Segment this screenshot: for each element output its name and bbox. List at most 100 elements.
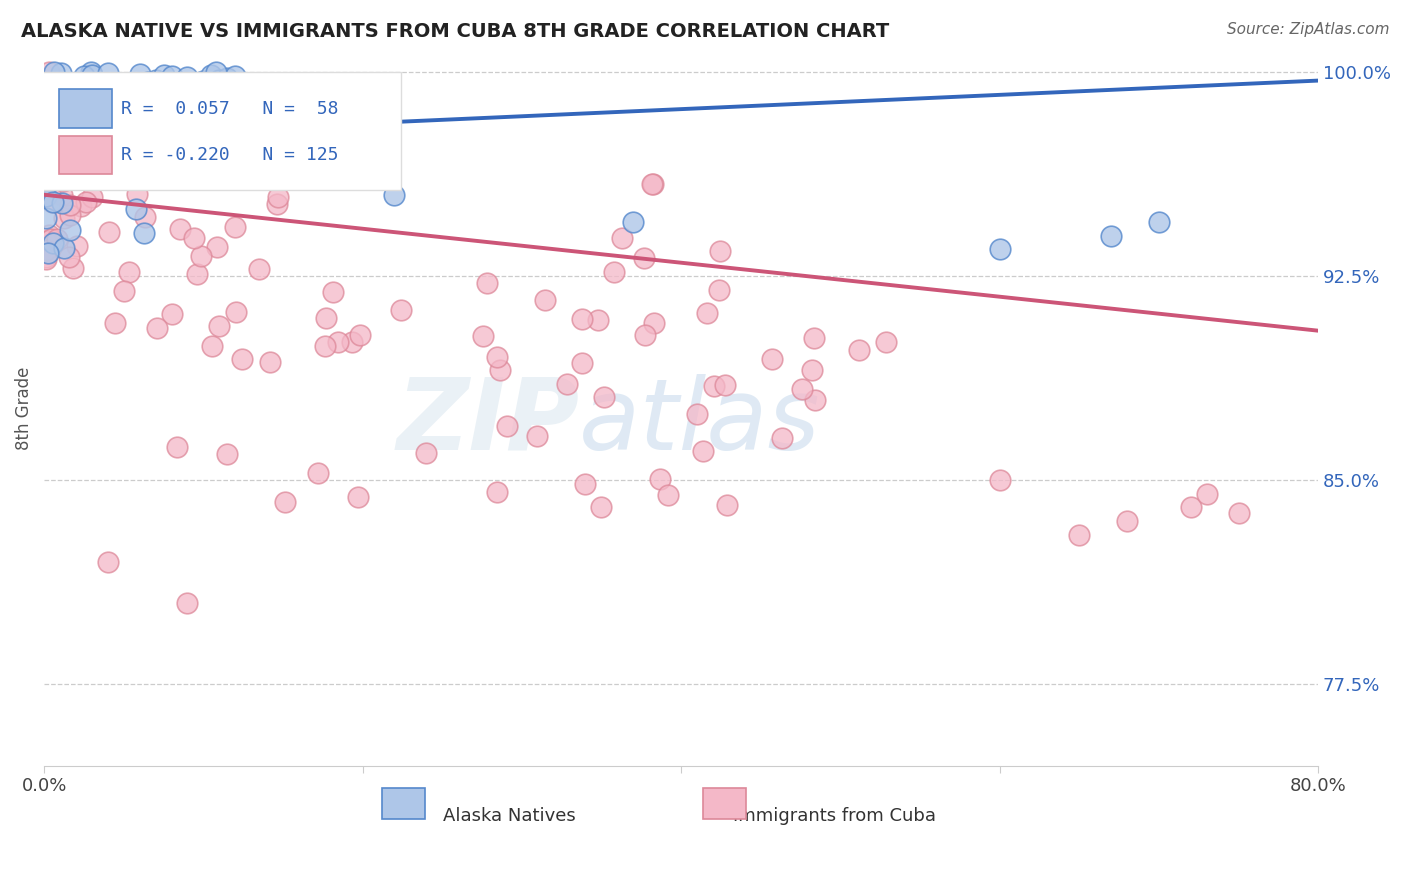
Point xyxy=(696,306,718,320)
Point xyxy=(1195,487,1218,501)
Point xyxy=(66,134,89,148)
Point xyxy=(76,81,98,95)
Point xyxy=(267,190,290,204)
Point xyxy=(41,194,63,209)
Point xyxy=(101,170,124,185)
Point xyxy=(35,235,58,249)
Point xyxy=(55,161,77,176)
Point xyxy=(800,363,823,377)
Point xyxy=(112,78,135,93)
Point xyxy=(231,351,253,366)
Point xyxy=(389,303,412,318)
Point xyxy=(111,130,134,145)
Point xyxy=(471,328,494,343)
Point xyxy=(35,243,58,257)
Point xyxy=(988,242,1011,256)
Text: atlas: atlas xyxy=(579,374,821,471)
Point xyxy=(146,320,169,334)
Point xyxy=(225,305,247,319)
Point xyxy=(193,122,215,136)
Point xyxy=(322,285,344,299)
Point xyxy=(35,177,58,191)
Point xyxy=(59,222,82,236)
Point xyxy=(208,73,231,87)
Point xyxy=(496,418,519,433)
Point xyxy=(66,238,89,252)
Point xyxy=(1099,228,1122,243)
Point xyxy=(207,240,229,254)
Point xyxy=(692,443,714,458)
Point xyxy=(571,356,593,370)
Point xyxy=(848,343,870,357)
Point xyxy=(1180,500,1202,515)
Point xyxy=(612,231,634,245)
Point xyxy=(112,284,135,298)
Point xyxy=(59,208,82,222)
Point xyxy=(557,377,579,392)
Point xyxy=(35,100,58,114)
Point xyxy=(62,261,84,276)
Point xyxy=(217,447,239,461)
Point xyxy=(247,262,270,277)
Point xyxy=(160,70,183,84)
Point xyxy=(35,163,58,178)
Point xyxy=(75,195,97,210)
Point xyxy=(176,70,198,84)
Point xyxy=(35,178,58,193)
Point xyxy=(489,363,512,377)
Point xyxy=(641,177,664,191)
Point xyxy=(125,187,148,202)
Point xyxy=(52,211,75,225)
Text: Alaska Natives: Alaska Natives xyxy=(443,807,575,825)
Text: ZIP: ZIP xyxy=(396,374,579,471)
Point xyxy=(586,313,609,327)
Point xyxy=(686,408,709,422)
Point xyxy=(59,198,82,212)
Point xyxy=(571,312,593,326)
Point xyxy=(574,477,596,491)
Point xyxy=(128,67,150,81)
Point xyxy=(35,250,58,264)
Point xyxy=(176,595,198,609)
Point xyxy=(526,429,548,443)
Point xyxy=(1069,527,1091,541)
Point xyxy=(101,112,124,126)
Point xyxy=(49,66,72,80)
Point xyxy=(46,139,69,153)
Point xyxy=(339,151,361,165)
Point xyxy=(190,249,212,263)
Point xyxy=(134,210,156,224)
Point xyxy=(201,339,224,353)
Point xyxy=(160,307,183,321)
Point xyxy=(45,232,67,246)
FancyBboxPatch shape xyxy=(38,72,401,190)
Point xyxy=(134,226,156,240)
Point xyxy=(41,157,63,171)
Point xyxy=(80,65,103,79)
Point xyxy=(224,147,246,161)
Point xyxy=(761,352,783,367)
Point xyxy=(217,70,239,85)
Point xyxy=(340,334,363,349)
Point xyxy=(97,555,120,569)
Point xyxy=(166,440,188,454)
Text: ALASKA NATIVE VS IMMIGRANTS FROM CUBA 8TH GRADE CORRELATION CHART: ALASKA NATIVE VS IMMIGRANTS FROM CUBA 8T… xyxy=(21,22,890,41)
Point xyxy=(51,188,73,202)
Point xyxy=(716,498,738,512)
Point xyxy=(790,382,813,396)
Text: Immigrants from Cuba: Immigrants from Cuba xyxy=(733,807,935,825)
Point xyxy=(804,392,827,407)
Point xyxy=(37,245,59,260)
Point xyxy=(38,227,60,242)
Point xyxy=(120,128,142,142)
Point xyxy=(80,190,103,204)
Point xyxy=(648,472,671,486)
Point xyxy=(51,140,73,154)
Point xyxy=(35,252,58,266)
Point xyxy=(336,147,359,161)
Point xyxy=(988,473,1011,487)
Point xyxy=(307,466,329,480)
Point xyxy=(641,177,664,191)
Point xyxy=(53,145,76,159)
Point xyxy=(208,318,231,333)
